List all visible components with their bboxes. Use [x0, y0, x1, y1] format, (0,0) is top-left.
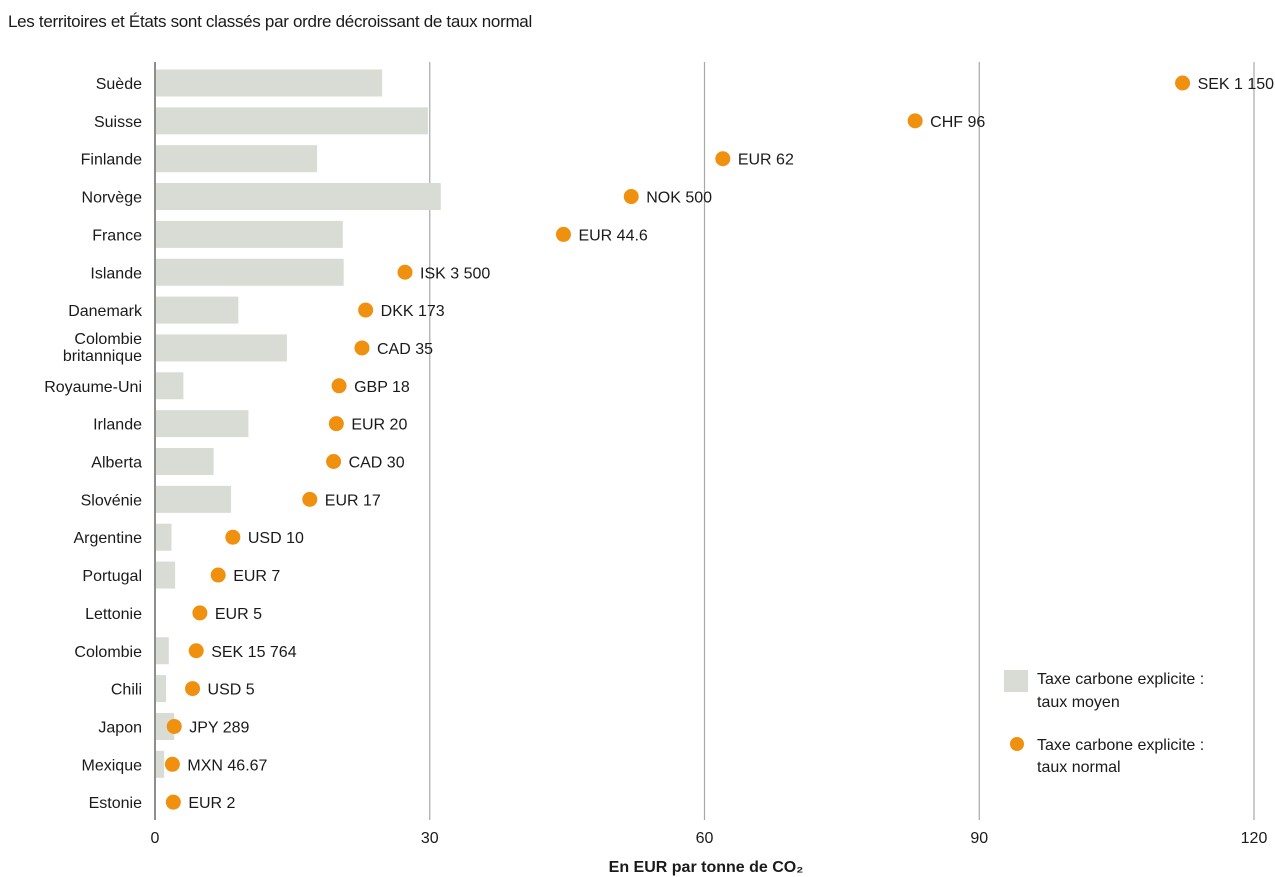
category-label: Lettonie — [85, 606, 142, 623]
category-label: Alberta — [91, 455, 142, 472]
bar — [156, 145, 318, 173]
data-label: EUR 2 — [188, 795, 235, 812]
category-label: Irlande — [93, 417, 142, 434]
point — [225, 529, 241, 545]
x-tick-label: 120 — [1241, 830, 1268, 847]
data-label: CAD 30 — [349, 455, 405, 472]
bar — [156, 183, 441, 211]
data-label: EUR 5 — [215, 606, 262, 623]
category-label: France — [92, 227, 142, 244]
point — [555, 226, 571, 242]
data-label: EUR 44.6 — [578, 227, 647, 244]
data-label: CHF 96 — [930, 114, 985, 131]
data-label: DKK 173 — [381, 303, 445, 320]
category-label: britannique — [63, 348, 142, 365]
category-label: Finlande — [81, 152, 142, 169]
legend: Taxe carbone explicite : taux moyen Taxe… — [1004, 670, 1204, 776]
bar — [156, 561, 176, 589]
legend-bar-swatch — [1004, 670, 1028, 692]
point — [397, 264, 413, 280]
bar — [156, 107, 428, 135]
data-label: SEK 15 764 — [211, 644, 297, 661]
category-label: Danemark — [68, 303, 143, 320]
data-label: CAD 35 — [377, 341, 433, 358]
category-label: Argentine — [74, 530, 143, 547]
data-label: EUR 17 — [325, 492, 381, 509]
bar — [156, 258, 344, 286]
bar — [156, 637, 169, 665]
bar — [156, 296, 239, 324]
point — [166, 718, 182, 734]
category-label: Japon — [98, 719, 142, 736]
point — [326, 454, 342, 469]
category-label: Suisse — [94, 114, 142, 131]
data-label: EUR 20 — [351, 417, 407, 434]
bar — [156, 750, 165, 778]
point — [210, 567, 226, 583]
point — [192, 605, 208, 621]
bar — [156, 220, 343, 248]
point — [302, 491, 318, 507]
data-label: EUR 62 — [738, 152, 794, 169]
legend-bar-label-line2: taux moyen — [1037, 694, 1120, 711]
data-label: JPY 289 — [189, 719, 249, 736]
category-label: Portugal — [82, 568, 142, 585]
category-label: Chili — [111, 682, 142, 699]
category-label: Suède — [96, 76, 142, 93]
point — [185, 681, 201, 697]
bar — [156, 675, 166, 703]
category-label: Mexique — [82, 757, 143, 774]
point — [165, 794, 181, 810]
category-label: Islande — [90, 265, 142, 282]
category-label: Colombie — [74, 331, 142, 348]
bar — [156, 448, 214, 475]
legend-dot-swatch — [1010, 737, 1024, 751]
point — [907, 113, 923, 129]
legend-dot-label-line2: taux normal — [1037, 759, 1121, 776]
data-label: USD 10 — [248, 530, 304, 547]
point — [358, 302, 374, 318]
point — [331, 378, 347, 394]
bar — [156, 523, 172, 551]
category-label: Slovénie — [81, 492, 142, 509]
category-label: Norvège — [82, 190, 143, 207]
point — [1175, 75, 1191, 91]
data-label: EUR 7 — [233, 568, 280, 585]
bar — [156, 712, 175, 740]
data-label: MXN 46.67 — [187, 757, 267, 774]
data-label: GBP 18 — [354, 379, 410, 396]
bar — [156, 372, 184, 400]
category-label: Colombie — [74, 644, 142, 661]
point — [188, 643, 204, 659]
data-label: USD 5 — [208, 682, 255, 699]
point — [715, 151, 731, 167]
data-label: NOK 500 — [646, 190, 712, 207]
data-label: SEK 1 150 — [1198, 76, 1275, 93]
x-tick-label: 60 — [696, 830, 714, 847]
category-label: Estonie — [89, 795, 142, 812]
x-tick-label: 30 — [421, 830, 439, 847]
legend-dot-label-line1: Taxe carbone explicite : — [1037, 737, 1204, 754]
x-tick-label: 0 — [151, 830, 160, 847]
bar — [156, 410, 249, 438]
point — [164, 756, 180, 772]
chart-subtitle: Les territoires et États sont classés pa… — [8, 12, 532, 31]
point — [623, 189, 639, 205]
legend-bar-label-line1: Taxe carbone explicite : — [1037, 671, 1204, 688]
bar — [156, 485, 232, 513]
x-tick-label: 90 — [970, 830, 988, 847]
x-axis-label: En EUR par tonne de CO₂ — [609, 859, 804, 876]
bar — [156, 69, 383, 97]
point — [354, 340, 370, 356]
data-label: ISK 3 500 — [420, 265, 490, 282]
point — [328, 416, 344, 432]
bar — [156, 334, 287, 362]
category-label: Royaume-Uni — [44, 379, 142, 396]
